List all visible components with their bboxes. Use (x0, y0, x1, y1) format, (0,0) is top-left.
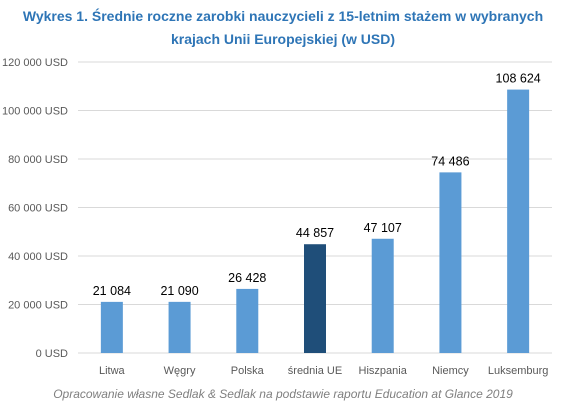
bar-value-label: 21 090 (160, 284, 198, 298)
x-tick-label: średnia UE (288, 365, 342, 377)
bar-węgry (168, 301, 191, 353)
bar-luksemburg (507, 89, 530, 354)
source-note: Opracowanie własne Sedlak & Sedlak na po… (53, 387, 513, 401)
bar-value-label: 108 624 (496, 72, 541, 86)
bar-polska (236, 288, 259, 353)
bar-niemcy (439, 172, 462, 353)
bar-value-label: 47 107 (364, 221, 402, 235)
y-tick-label: 20 000 USD (8, 300, 68, 312)
bar-litwa (100, 301, 123, 353)
bar-value-label: 74 486 (431, 154, 469, 168)
x-tick-label: Niemcy (432, 365, 469, 377)
chart-title: Wykres 1. Średnie roczne zarobki nauczyc… (0, 5, 566, 51)
bars (100, 89, 530, 354)
y-tick-label: 60 000 USD (8, 203, 68, 215)
value-labels: 21 084 21 090 26 428 44 857 47 107 74 486 108 … (93, 72, 541, 298)
x-tick-label: Węgry (164, 365, 196, 377)
bar-value-label: 26 428 (228, 271, 266, 285)
bar-value-label: 44 857 (296, 226, 334, 240)
y-tick-label: 120 000 USD (2, 57, 68, 69)
chart-title-line-2: krajach Unii Europejskiej (w USD) (170, 31, 396, 47)
x-tick-label: Hiszpania (359, 365, 408, 377)
y-axis-ticks: 0 USD 20 000 USD 40 000 USD 60 000 USD 80 00… (2, 57, 68, 360)
x-tick-label: Litwa (99, 365, 126, 377)
x-axis-ticks: Litwa Węgry Polska średnia UE Hiszpania Niemc… (99, 365, 548, 377)
chart-title-line-1: Wykres 1. Średnie roczne zarobki nauczyc… (22, 8, 544, 24)
y-tick-label: 80 000 USD (8, 154, 68, 166)
bar-średnia-ue (304, 244, 326, 353)
bar-hiszpania (371, 238, 394, 353)
x-tick-label: Luksemburg (488, 365, 549, 377)
y-tick-label: 40 000 USD (8, 251, 68, 263)
bar-value-label: 21 084 (93, 284, 131, 298)
y-tick-label: 0 USD (36, 348, 68, 360)
x-tick-label: Polska (231, 365, 265, 377)
y-tick-label: 100 000 USD (2, 106, 68, 118)
